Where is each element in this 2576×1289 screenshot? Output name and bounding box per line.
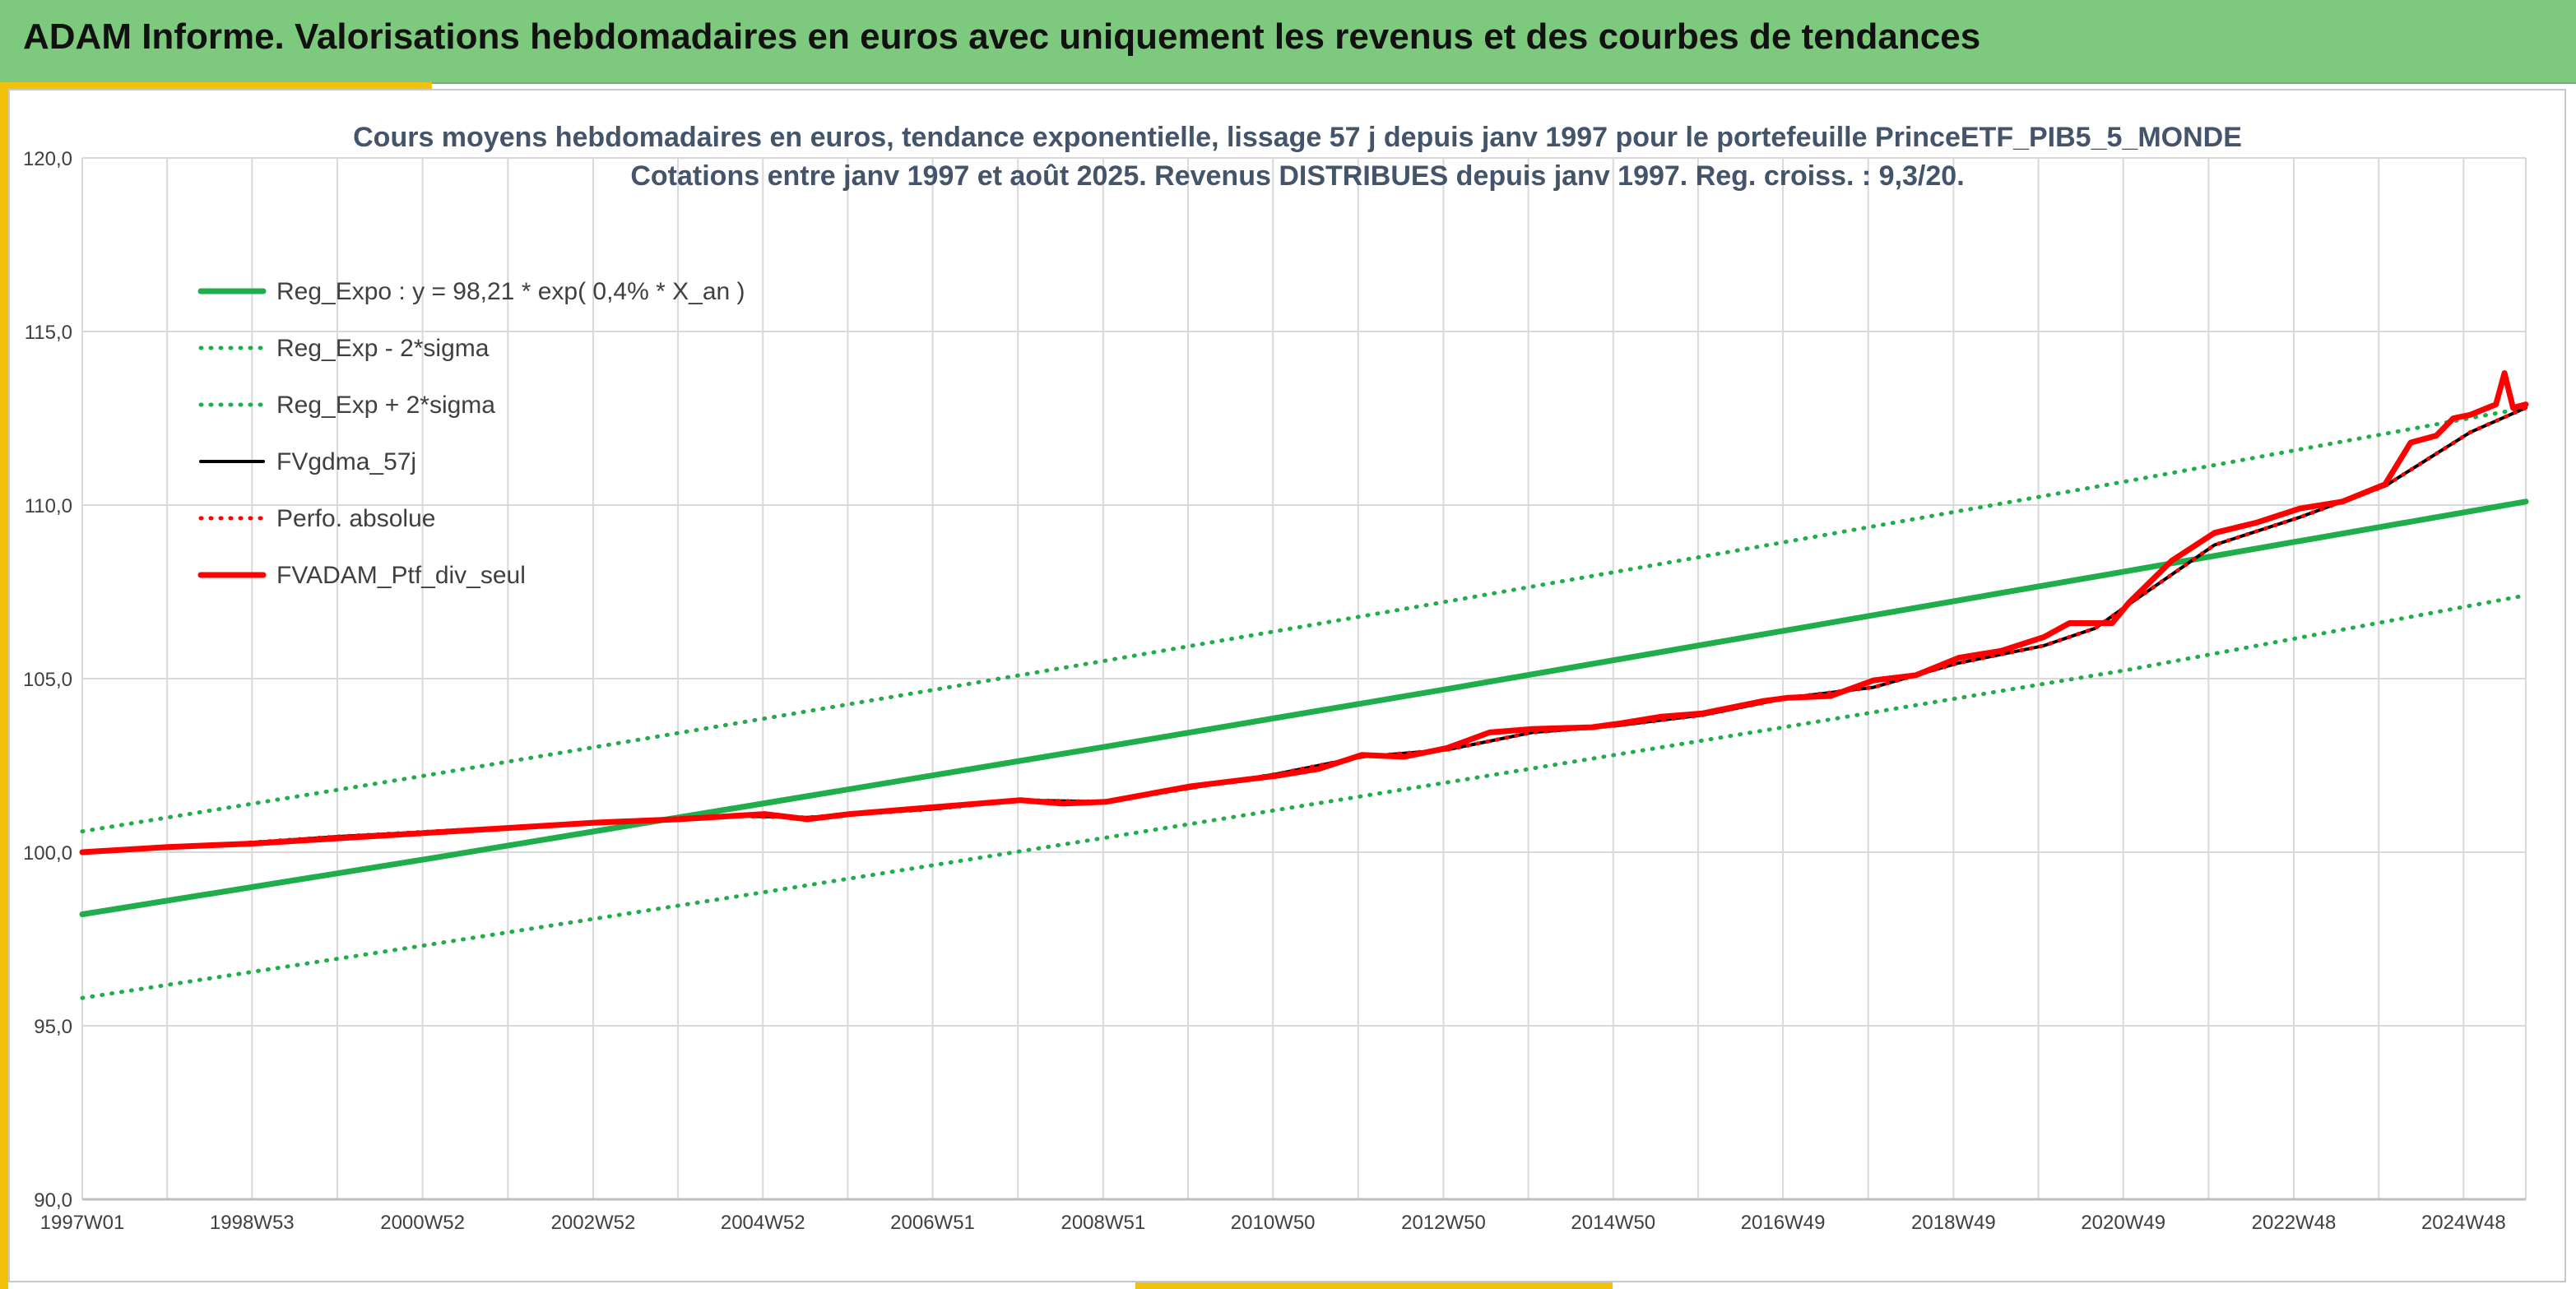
x-tick-label: 1998W53 xyxy=(210,1212,295,1234)
series-line xyxy=(80,593,2528,1000)
x-tick-label: 2016W49 xyxy=(1741,1212,1826,1234)
legend-label: Perfo. absolue xyxy=(276,505,435,532)
series-line xyxy=(80,406,2528,834)
report-banner: ADAM Informe. Valorisations hebdomadaire… xyxy=(0,0,2576,84)
legend: Reg_Expo : y = 98,21 * exp( 0,4% * X_an … xyxy=(197,278,745,589)
x-tick-label: 2010W50 xyxy=(1231,1212,1316,1234)
x-tick-label: 2020W49 xyxy=(2081,1212,2165,1234)
accent-bar-left xyxy=(0,82,8,1289)
chart-title: Cours moyens hebdomadaires en euros, ten… xyxy=(353,122,2242,153)
report-title: ADAM Informe. Valorisations hebdomadaire… xyxy=(23,16,1981,57)
x-tick-label: 2006W51 xyxy=(890,1212,975,1234)
accent-bar-top xyxy=(0,82,432,89)
y-tick-label: 105,0 xyxy=(23,669,72,691)
x-tick-label: 2014W50 xyxy=(1571,1212,1655,1234)
series-line xyxy=(79,370,2529,855)
y-tick-label: 120,0 xyxy=(23,148,72,170)
legend-label: Reg_Exp - 2*sigma xyxy=(276,335,490,362)
accent-bar-bottom xyxy=(1135,1282,1613,1289)
chart-area: 90,0 95,0 100,0 105,0 110,0 115,0 120,0 1997W01… xyxy=(8,89,2566,1282)
line-chart: 90,0 95,0 100,0 105,0 110,0 115,0 120,0 1997W01… xyxy=(23,122,2529,1234)
x-tick-label: 2008W51 xyxy=(1061,1212,1145,1234)
series-line xyxy=(79,498,2529,917)
y-tick-label: 95,0 xyxy=(34,1016,72,1038)
x-tick-label: 2002W52 xyxy=(551,1212,636,1234)
series-line xyxy=(81,406,2527,854)
legend-label: FVADAM_Ptf_div_seul xyxy=(276,562,526,589)
grid xyxy=(81,157,2527,1200)
axes: 90,0 95,0 100,0 105,0 110,0 115,0 120,0 1997W01… xyxy=(23,148,2526,1234)
x-tick-label: 2004W52 xyxy=(721,1212,805,1234)
x-tick-label: 2000W52 xyxy=(380,1212,465,1234)
series xyxy=(79,370,2529,1000)
y-tick-label: 110,0 xyxy=(25,495,72,517)
legend-label: FVgdma_57j xyxy=(276,448,416,475)
legend-label: Reg_Exp + 2*sigma xyxy=(276,392,495,419)
x-tick-label: 1997W01 xyxy=(40,1212,125,1234)
x-tick-label: 2012W50 xyxy=(1401,1212,1486,1234)
chart-subtitle: Cotations entre janv 1997 et août 2025. … xyxy=(630,160,1964,192)
y-tick-label: 90,0 xyxy=(34,1189,72,1212)
y-tick-label: 100,0 xyxy=(23,842,72,865)
x-tick-label: 2022W48 xyxy=(2252,1212,2337,1234)
chart-titles: Cours moyens hebdomadaires en euros, ten… xyxy=(353,122,2242,192)
legend-label: Reg_Expo : y = 98,21 * exp( 0,4% * X_an … xyxy=(276,278,745,305)
series-line xyxy=(80,406,2528,855)
x-tick-label: 2018W49 xyxy=(1911,1212,1996,1234)
x-tick-label: 2024W48 xyxy=(2421,1212,2506,1234)
y-tick-label: 115,0 xyxy=(25,322,72,344)
